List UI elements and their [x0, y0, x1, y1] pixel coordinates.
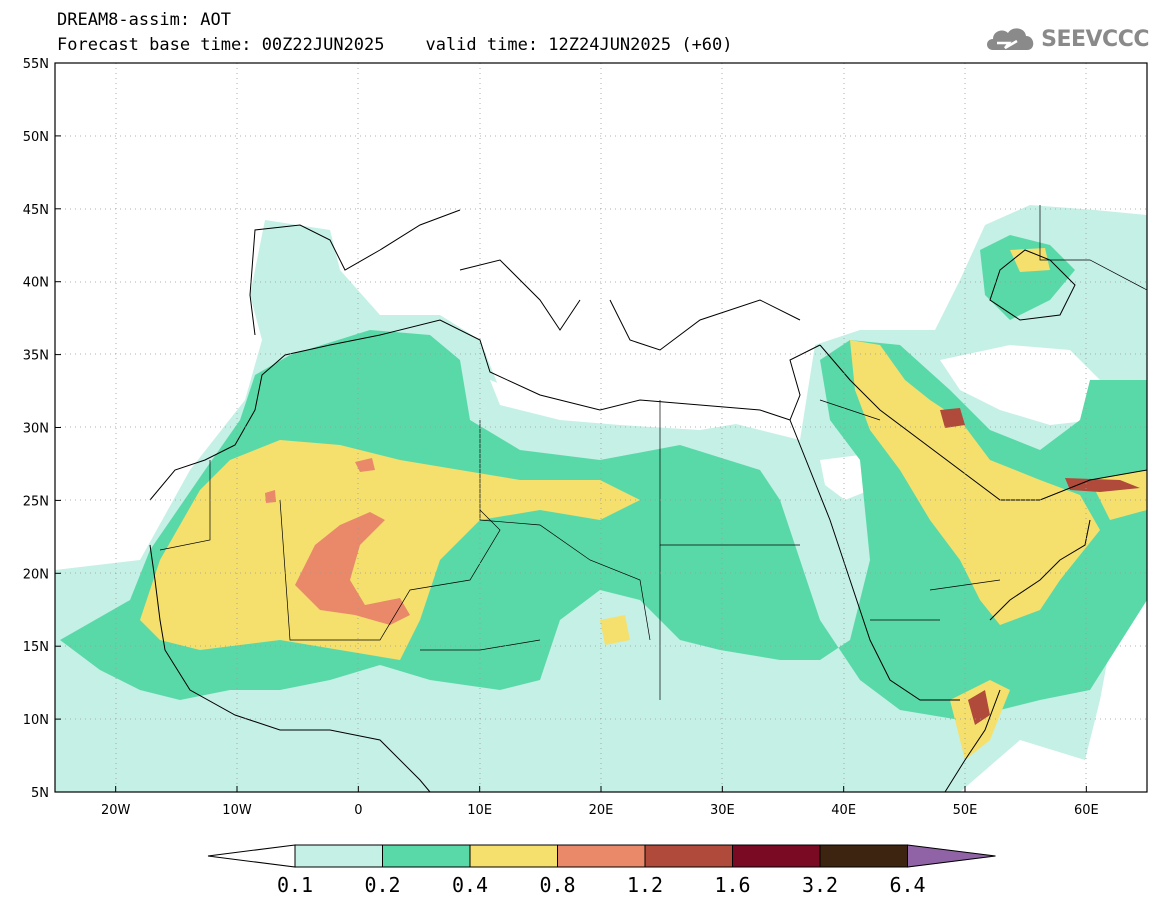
coastlines	[149, 209, 1148, 793]
lon-tick-label: 10E	[467, 803, 492, 818]
colorbar-label: 0.8	[539, 873, 575, 897]
colorbar-segment	[732, 844, 821, 868]
aot-clear-patch	[490, 380, 770, 430]
base-time: Forecast base time: 00Z22JUN2025	[57, 35, 385, 55]
lon-tick-label: 60E	[1074, 803, 1099, 818]
aot-band-0.8	[355, 458, 375, 472]
lat-tick-label: 10N	[23, 713, 49, 728]
colorbar: 0.1 0.2 0.4 0.8 1.2 1.6 3.2 6.4	[207, 844, 996, 897]
aot-field	[55, 63, 1147, 792]
axis-labels: 55N 50N 45N 40N 35N 30N 25N 20N 15N 10N 5N 20W 10W 0 1…	[23, 57, 1099, 818]
lat-tick-label: 15N	[23, 640, 49, 655]
colorbar-label: 1.2	[627, 873, 663, 897]
country-borders	[159, 205, 1148, 700]
aot-band-0.8	[295, 512, 410, 625]
aot-band-0.4	[850, 340, 1100, 625]
lat-tick-label: 55N	[23, 57, 49, 72]
lon-tick-label: 30E	[710, 803, 735, 818]
colorbar-label: 3.2	[802, 873, 838, 897]
lat-tick-label: 25N	[23, 494, 49, 509]
colorbar-label: 0.4	[452, 873, 488, 897]
colorbar-segment	[644, 844, 733, 868]
lon-tick-label: 20E	[589, 803, 614, 818]
aot-clear-patch	[820, 455, 870, 500]
aot-band-0.4	[140, 440, 640, 660]
colorbar-over-arrow	[907, 844, 996, 868]
aot-band-0.4	[600, 615, 630, 645]
lon-tick-label: 40E	[831, 803, 856, 818]
lon-tick-label: 50E	[953, 803, 978, 818]
colorbar-label: 6.4	[889, 873, 925, 897]
lat-tick-label: 30N	[23, 422, 49, 437]
aot-band-0.2	[980, 235, 1075, 320]
lon-tick-label: 20W	[101, 803, 131, 818]
cloud-icon	[987, 28, 1034, 50]
lat-tick-label: 20N	[23, 567, 49, 582]
lon-tick-label: 0	[354, 803, 362, 818]
colorbar-segment	[469, 844, 558, 868]
map-title: DREAM8-assim: AOT	[57, 10, 231, 30]
colorbar-label: 0.2	[364, 873, 400, 897]
colorbar-segment	[294, 844, 383, 868]
lat-tick-label: 35N	[23, 349, 49, 364]
aot-band-1.2	[968, 690, 990, 725]
brand-logo: SEEVCCC	[983, 24, 1149, 54]
colorbar-label: 1.6	[714, 873, 750, 897]
aot-band-1.2	[940, 408, 965, 428]
valid-time: valid time: 12Z24JUN2025 (+60)	[425, 35, 733, 55]
lat-tick-label: 45N	[23, 203, 49, 218]
colorbar-segment	[819, 844, 908, 868]
colorbar-segment	[382, 844, 471, 868]
colorbar-label: 0.1	[277, 873, 313, 897]
lat-tick-label: 5N	[31, 786, 49, 801]
lon-tick-label: 10W	[222, 803, 252, 818]
gridlines	[55, 63, 1147, 792]
aot-band-1.2	[1065, 478, 1140, 492]
brand-name: SEEVCCC	[1041, 26, 1149, 52]
colorbar-segment	[557, 844, 646, 868]
lat-tick-label: 40N	[23, 276, 49, 291]
colorbar-under-arrow	[207, 844, 296, 868]
aot-clear-patch	[940, 345, 1100, 425]
lat-tick-label: 50N	[23, 130, 49, 145]
aot-band-0.8	[265, 490, 276, 503]
forecast-times: Forecast base time: 00Z22JUN2025 valid t…	[57, 35, 733, 55]
